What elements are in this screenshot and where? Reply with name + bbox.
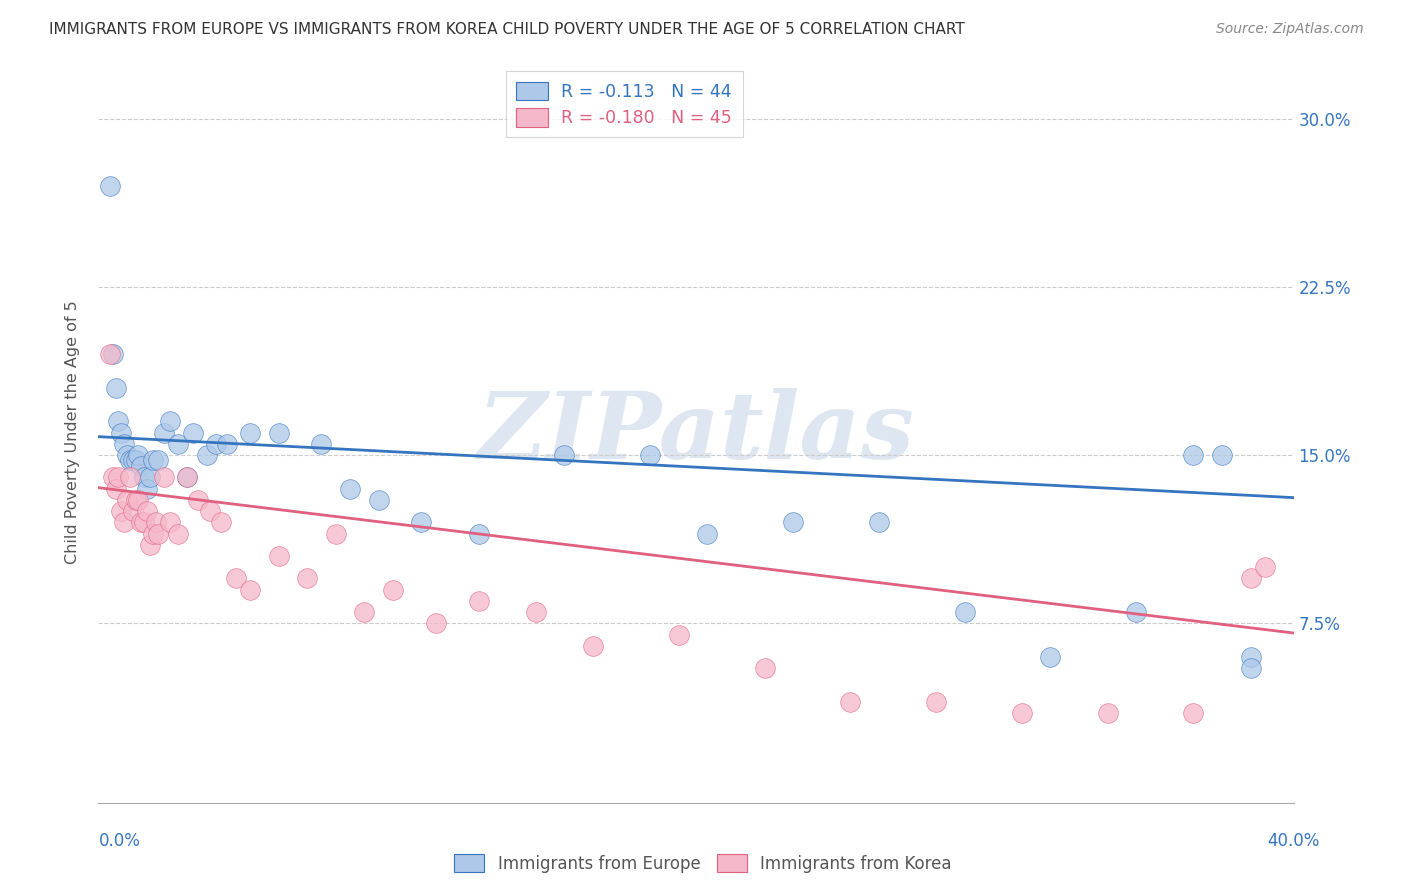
Point [187,492,209,507]
Point [1182,706,1205,720]
Point [148,526,170,541]
Point [411,516,433,530]
Point [782,516,804,530]
Point [311,437,333,451]
Legend: Immigrants from Europe, Immigrants from Korea: Immigrants from Europe, Immigrants from … [447,847,959,880]
Point [167,526,190,541]
Point [115,448,138,462]
Point [239,425,262,440]
Point [136,482,159,496]
Point [1182,448,1205,462]
Point [195,448,218,462]
Point [110,425,132,440]
Point [198,504,221,518]
Point [353,605,375,619]
Point [159,516,181,530]
Point [553,448,575,462]
Point [112,437,135,451]
Point [159,414,181,428]
Point [139,538,162,552]
Point [101,347,124,361]
Point [925,695,948,709]
Point [101,470,124,484]
Point [136,504,159,518]
Point [148,452,170,467]
Point [104,381,127,395]
Point [339,482,361,496]
Y-axis label: Child Poverty Under the Age of 5: Child Poverty Under the Age of 5 [65,301,80,565]
Point [121,504,143,518]
Point [98,347,121,361]
Point [107,470,129,484]
Point [267,425,290,440]
Point [176,470,198,484]
Point [153,425,176,440]
Point [176,470,198,484]
Point [325,526,347,541]
Point [467,594,489,608]
Point [121,452,143,467]
Text: ZIPatlas: ZIPatlas [478,388,914,477]
Legend: R = -0.113   N = 44, R = -0.180   N = 45: R = -0.113 N = 44, R = -0.180 N = 45 [506,71,742,137]
Point [668,627,690,641]
Point [239,582,262,597]
Point [868,516,890,530]
Point [127,492,149,507]
Point [1254,560,1277,574]
Point [167,437,190,451]
Point [181,425,204,440]
Point [118,470,141,484]
Point [1011,706,1033,720]
Point [953,605,976,619]
Point [134,470,156,484]
Point [1097,706,1119,720]
Point [425,616,447,631]
Point [142,526,165,541]
Point [467,526,489,541]
Point [104,482,127,496]
Point [582,639,605,653]
Text: 40.0%: 40.0% [1267,831,1320,849]
Point [267,549,290,563]
Point [131,516,153,530]
Point [153,470,176,484]
Point [754,661,776,675]
Point [225,571,247,585]
Point [139,470,162,484]
Point [124,452,146,467]
Point [124,492,146,507]
Point [638,448,661,462]
Point [131,459,153,474]
Point [98,178,121,193]
Point [524,605,547,619]
Point [209,516,232,530]
Point [1239,571,1261,585]
Point [1239,650,1261,665]
Point [134,516,156,530]
Point [1211,448,1233,462]
Point [295,571,318,585]
Point [107,414,129,428]
Point [1125,605,1147,619]
Text: 0.0%: 0.0% [98,831,141,849]
Point [112,516,135,530]
Point [145,516,167,530]
Point [367,492,389,507]
Text: Source: ZipAtlas.com: Source: ZipAtlas.com [1216,22,1364,37]
Text: IMMIGRANTS FROM EUROPE VS IMMIGRANTS FROM KOREA CHILD POVERTY UNDER THE AGE OF 5: IMMIGRANTS FROM EUROPE VS IMMIGRANTS FRO… [49,22,965,37]
Point [110,504,132,518]
Point [127,448,149,462]
Point [381,582,404,597]
Point [142,452,165,467]
Point [1039,650,1062,665]
Point [115,492,138,507]
Point [839,695,862,709]
Point [204,437,226,451]
Point [217,437,239,451]
Point [1239,661,1261,675]
Point [696,526,718,541]
Point [118,452,141,467]
